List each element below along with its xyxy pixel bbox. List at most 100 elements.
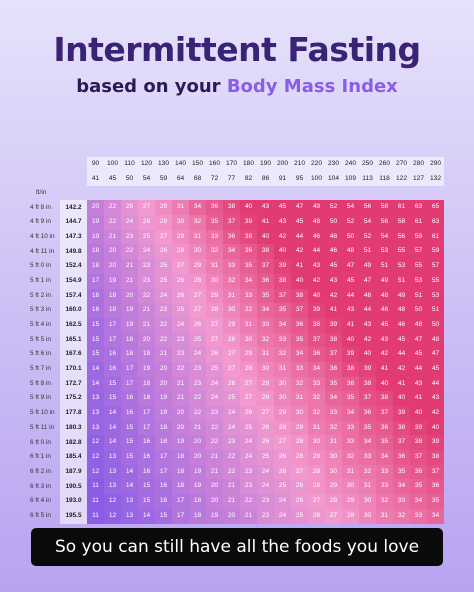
bmi-cell: 19 [206,508,223,524]
bmi-cell: 22 [155,317,172,333]
bmi-cell: 26 [257,435,274,451]
bmi-cell: 17 [172,494,189,509]
bmi-cell: 23 [138,273,155,289]
bmi-cell: 18 [138,376,155,392]
bmi-cell: 28 [206,303,223,318]
bmi-cell: 26 [189,317,206,333]
bmi-cell: 28 [291,450,308,465]
height-cm-label: 195.5 [60,508,87,524]
bmi-cell: 43 [410,376,427,392]
bmi-cell: 24 [189,347,206,362]
bmi-cell: 28 [308,479,325,495]
height-cm-label: 185.4 [60,450,87,465]
bmi-cell: 13 [104,464,121,480]
bmi-cell: 19 [189,479,206,495]
bmi-cell: 33 [342,435,359,451]
bmi-cell: 40 [376,376,393,392]
bmi-cell: 26 [155,244,172,260]
bmi-cell: 24 [155,288,172,304]
bmi-cell: 50 [427,317,444,333]
height-row: 5 ft 9 in 175.2 13 15 16 18 19 21 22 24 25 27 28 30 31… [28,391,444,406]
bmi-cell: 46 [308,229,325,245]
bmi-cell: 32 [223,273,240,289]
bmi-cell: 32 [206,244,223,260]
bmi-cell: 34 [257,303,274,318]
bmi-cell: 31 [240,317,257,333]
bmi-cell: 45 [427,361,444,377]
bmi-cell: 27 [325,508,342,524]
height-row: 4 ft 9 in 144.7 19 22 24 26 28 30 32 35 37 39 41 43 45… [28,215,444,230]
bmi-cell: 37 [325,347,342,362]
bmi-cell: 30 [274,376,291,392]
bmi-cell: 48 [308,215,325,230]
bmi-cell: 23 [257,508,274,524]
bmi-cell: 43 [427,391,444,406]
height-cm-label: 167.6 [60,347,87,362]
bmi-cell: 13 [104,450,121,465]
bmi-cell: 21 [223,479,240,495]
bmi-cell: 37 [410,450,427,465]
height-row: 5 ft 0 in 152.4 18 20 21 23 25 27 29 31 33 35 37 39 41… [28,259,444,274]
bmi-cell: 35 [342,391,359,406]
bmi-cell: 23 [257,494,274,509]
bmi-cell: 11 [87,479,104,495]
bmi-cell: 34 [274,317,291,333]
weight-lbs-label: 130 [155,157,172,172]
bmi-cell: 34 [410,494,427,509]
bmi-cell: 30 [325,450,342,465]
bmi-cell: 49 [393,288,410,304]
bmi-cell: 31 [189,229,206,245]
weight-kg-label: 50 [121,171,138,187]
bmi-cell: 20 [172,406,189,421]
bmi-cell: 21 [240,508,257,524]
weight-lbs-label: 110 [121,157,138,172]
bmi-cell: 20 [121,288,138,304]
bmi-cell: 21 [206,464,223,480]
bmi-cell: 35 [376,435,393,451]
height-cm-label: 193.0 [60,494,87,509]
bmi-cell: 17 [172,508,189,524]
bmi-cell: 33 [325,406,342,421]
bmi-cell: 26 [206,347,223,362]
bmi-cell: 23 [189,361,206,377]
bmi-heatmap: 90 100 110 120 130 140 150 160 170 180 190 200 210 22… [28,157,444,524]
bmi-cell: 30 [189,244,206,260]
bmi-cell: 41 [342,317,359,333]
bmi-cell: 21 [138,303,155,318]
weight-kg-label: 64 [172,171,189,187]
bmi-cell: 36 [240,244,257,260]
bmi-cell: 30 [223,303,240,318]
bmi-cell: 37 [376,406,393,421]
bmi-cell: 21 [172,376,189,392]
bmi-cell: 54 [359,215,376,230]
bmi-cell: 16 [87,303,104,318]
bmi-cell: 22 [121,244,138,260]
bmi-cell: 12 [87,435,104,451]
bmi-cell: 51 [376,259,393,274]
bmi-cell: 34 [393,479,410,495]
weight-lbs-label: 270 [393,157,410,172]
bmi-cell: 18 [155,435,172,451]
bmi-cell: 41 [325,303,342,318]
bmi-cell: 31 [206,259,223,274]
bmi-cell: 16 [138,435,155,451]
bmi-cell: 36 [308,347,325,362]
bmi-cell: 13 [87,406,104,421]
height-ft-label: 5 ft 2 in [30,291,51,299]
bmi-cell: 13 [87,391,104,406]
bmi-cell: 17 [155,450,172,465]
height-cm-label: 144.7 [60,215,87,230]
weight-kg-label: 113 [359,171,376,187]
bmi-cell: 26 [274,450,291,465]
bmi-cell: 49 [308,200,325,216]
bmi-cell: 32 [291,376,308,392]
bmi-cell: 34 [189,200,206,216]
bmi-cell: 37 [393,435,410,451]
bmi-cell: 40 [427,420,444,436]
bmi-cell: 26 [291,494,308,509]
bmi-cell: 15 [104,391,121,406]
bmi-cell: 18 [189,494,206,509]
bmi-cell: 27 [138,200,155,216]
bmi-cell: 48 [393,303,410,318]
bmi-cell: 36 [427,479,444,495]
